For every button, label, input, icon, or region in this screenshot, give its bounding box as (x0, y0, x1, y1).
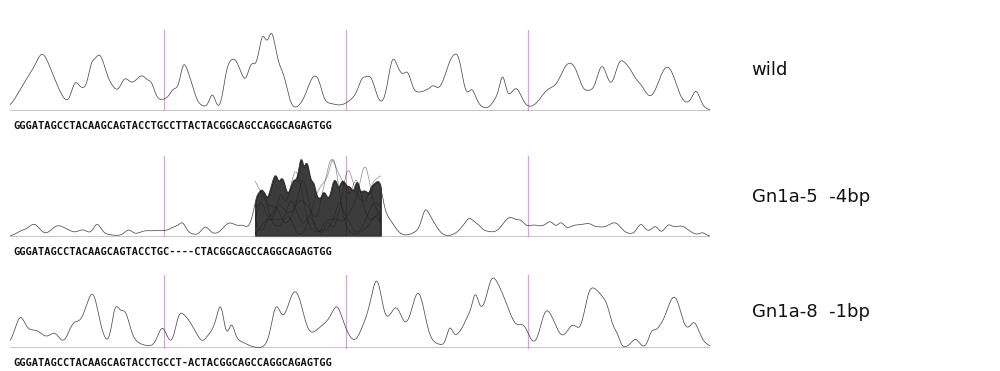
Text: GGGATAGCCTACAAGCAGTACCTGCCT-ACTACGGCAGCCAGGCAGAGTGG: GGGATAGCCTACAAGCAGTACCTGCCT-ACTACGGCAGCC… (14, 358, 332, 368)
Text: GGGATAGCCTACAAGCAGTACCTGCCTTACTACGGCAGCCAGGCAGAGTGG: GGGATAGCCTACAAGCAGTACCTGCCTTACTACGGCAGCC… (14, 121, 332, 131)
Text: Gn1a-8  -1bp: Gn1a-8 -1bp (752, 303, 870, 321)
Text: Gn1a-5  -4bp: Gn1a-5 -4bp (752, 188, 870, 206)
Text: wild: wild (752, 62, 788, 79)
Text: GGGATAGCCTACAAGCAGTACCTGC----CTACGGCAGCCAGGCAGAGTGG: GGGATAGCCTACAAGCAGTACCTGC----CTACGGCAGCC… (14, 247, 332, 257)
